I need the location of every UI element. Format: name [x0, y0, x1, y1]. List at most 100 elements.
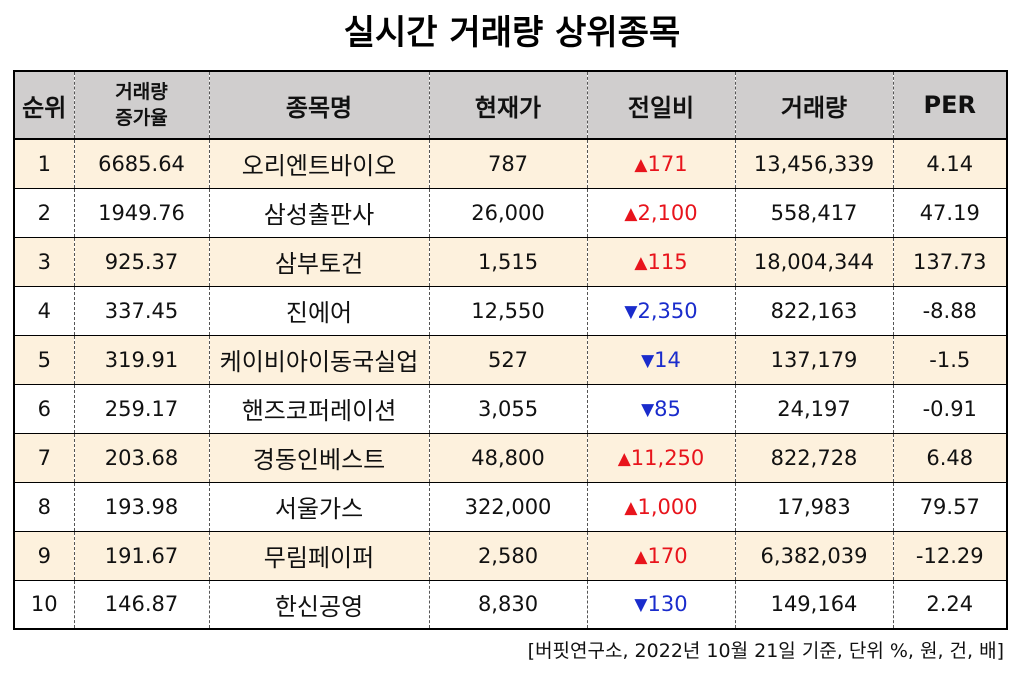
stock-name-cell: 경동인베스트 — [208, 433, 430, 483]
volume-increase-cell: 337.45 — [73, 286, 210, 336]
change-cell: ▲115 — [586, 237, 736, 287]
change-value: 11,250 — [630, 445, 705, 470]
header-volume: 거래량 — [734, 71, 894, 140]
up-triangle-icon: ▲ — [634, 252, 648, 273]
change-cell: ▲171 — [586, 139, 736, 189]
rank-cell: 8 — [13, 482, 75, 532]
volume-increase-cell: 1949.76 — [73, 188, 210, 238]
change-cell: ▲1,000 — [586, 482, 736, 532]
volume-increase-cell: 191.67 — [73, 531, 210, 581]
change-value: 171 — [647, 151, 688, 176]
rank-cell: 1 — [13, 139, 75, 189]
volume-cell: 822,728 — [734, 433, 894, 483]
current-price-cell: 787 — [428, 139, 588, 189]
change-value: 170 — [647, 543, 688, 568]
volume-cell: 17,983 — [734, 482, 894, 532]
up-triangle-icon: ▲ — [624, 497, 638, 518]
up-triangle-icon: ▲ — [634, 546, 648, 567]
rank-cell: 2 — [13, 188, 75, 238]
change-cell: ▼14 — [586, 335, 736, 385]
rank-cell: 6 — [13, 384, 75, 434]
current-price-cell: 322,000 — [428, 482, 588, 532]
header-per: PER — [892, 71, 1008, 140]
table-row: 4 337.45 진에어 12,550 ▼2,350 822,163 -8.88 — [13, 286, 1008, 336]
rank-cell: 7 — [13, 433, 75, 483]
up-triangle-icon: ▲ — [624, 203, 638, 224]
down-triangle-icon: ▼ — [641, 350, 655, 371]
change-cell: ▼85 — [586, 384, 736, 434]
up-triangle-icon: ▲ — [634, 154, 648, 175]
table-row: 7 203.68 경동인베스트 48,800 ▲11,250 822,728 6.48 — [13, 433, 1008, 483]
change-value: 2,100 — [637, 200, 698, 225]
table-row: 1 6685.64 오리엔트바이오 787 ▲171 13,456,339 4.14 — [13, 139, 1008, 189]
table-row: 9 191.67 무림페이퍼 2,580 ▲170 6,382,039 -12.29 — [13, 531, 1008, 581]
down-triangle-icon: ▼ — [624, 301, 638, 322]
change-cell: ▲2,100 — [586, 188, 736, 238]
volume-increase-cell: 193.98 — [73, 482, 210, 532]
current-price-cell: 8,830 — [428, 580, 588, 630]
volume-increase-cell: 146.87 — [73, 580, 210, 630]
volume-increase-cell: 203.68 — [73, 433, 210, 483]
table-row: 10 146.87 한신공영 8,830 ▼130 149,164 2.24 — [13, 580, 1008, 630]
page-title: 실시간 거래량 상위종목 — [343, 13, 681, 53]
current-price-cell: 12,550 — [428, 286, 588, 336]
rank-cell: 4 — [13, 286, 75, 336]
current-price-cell: 26,000 — [428, 188, 588, 238]
change-value: 115 — [647, 249, 688, 274]
stock-name-cell: 삼성출판사 — [208, 188, 430, 238]
per-cell: 137.73 — [892, 237, 1008, 287]
stock-name-cell: 서울가스 — [208, 482, 430, 532]
stock-name-cell: 진에어 — [208, 286, 430, 336]
volume-increase-cell: 259.17 — [73, 384, 210, 434]
change-value: 85 — [654, 396, 681, 421]
table-row: 6 259.17 핸즈코퍼레이션 3,055 ▼85 24,197 -0.91 — [13, 384, 1008, 434]
per-cell: -8.88 — [892, 286, 1008, 336]
header-volume-increase-line1: 거래량 — [115, 81, 168, 103]
ranking-table: 순위 거래량 증가율 종목명 현재가 전일비 거래량 PER 1 6685.64 오… — [13, 70, 1008, 630]
per-cell: -12.29 — [892, 531, 1008, 581]
current-price-cell: 1,515 — [428, 237, 588, 287]
stock-name-cell: 오리엔트바이오 — [208, 139, 430, 189]
change-cell: ▼130 — [586, 580, 736, 630]
volume-increase-cell: 6685.64 — [73, 139, 210, 189]
current-price-cell: 527 — [428, 335, 588, 385]
table-row: 3 925.37 삼부토건 1,515 ▲115 18,004,344 137.73 — [13, 237, 1008, 287]
rank-cell: 3 — [13, 237, 75, 287]
volume-cell: 137,179 — [734, 335, 894, 385]
per-cell: -0.91 — [892, 384, 1008, 434]
change-cell: ▲170 — [586, 531, 736, 581]
table-row: 5 319.91 케이비아이동국실업 527 ▼14 137,179 -1.5 — [13, 335, 1008, 385]
table-row: 2 1949.76 삼성출판사 26,000 ▲2,100 558,417 47.19 — [13, 188, 1008, 238]
change-value: 1,000 — [637, 494, 698, 519]
volume-cell: 6,382,039 — [734, 531, 894, 581]
volume-cell: 18,004,344 — [734, 237, 894, 287]
volume-increase-cell: 925.37 — [73, 237, 210, 287]
stock-name-cell: 삼부토건 — [208, 237, 430, 287]
header-stock-name: 종목명 — [208, 71, 430, 140]
volume-cell: 558,417 — [734, 188, 894, 238]
header-change: 전일비 — [586, 71, 736, 140]
stock-name-cell: 한신공영 — [208, 580, 430, 630]
stock-name-cell: 무림페이퍼 — [208, 531, 430, 581]
per-cell: 2.24 — [892, 580, 1008, 630]
volume-cell: 24,197 — [734, 384, 894, 434]
change-value: 2,350 — [637, 298, 698, 323]
per-cell: 47.19 — [892, 188, 1008, 238]
header-volume-increase: 거래량 증가율 — [73, 71, 210, 140]
change-cell: ▼2,350 — [586, 286, 736, 336]
up-triangle-icon: ▲ — [617, 448, 631, 469]
change-value: 130 — [647, 592, 688, 617]
rank-cell: 10 — [13, 580, 75, 630]
per-cell: 6.48 — [892, 433, 1008, 483]
source-note: [버핏연구소, 2022년 10월 21일 기준, 단위 %, 원, 건, 배] — [527, 640, 1004, 662]
per-cell: 4.14 — [892, 139, 1008, 189]
change-value: 14 — [654, 347, 681, 372]
down-triangle-icon: ▼ — [634, 595, 648, 616]
stock-name-cell: 핸즈코퍼레이션 — [208, 384, 430, 434]
current-price-cell: 3,055 — [428, 384, 588, 434]
volume-cell: 822,163 — [734, 286, 894, 336]
current-price-cell: 48,800 — [428, 433, 588, 483]
change-cell: ▲11,250 — [586, 433, 736, 483]
table-row: 8 193.98 서울가스 322,000 ▲1,000 17,983 79.57 — [13, 482, 1008, 532]
volume-cell: 13,456,339 — [734, 139, 894, 189]
